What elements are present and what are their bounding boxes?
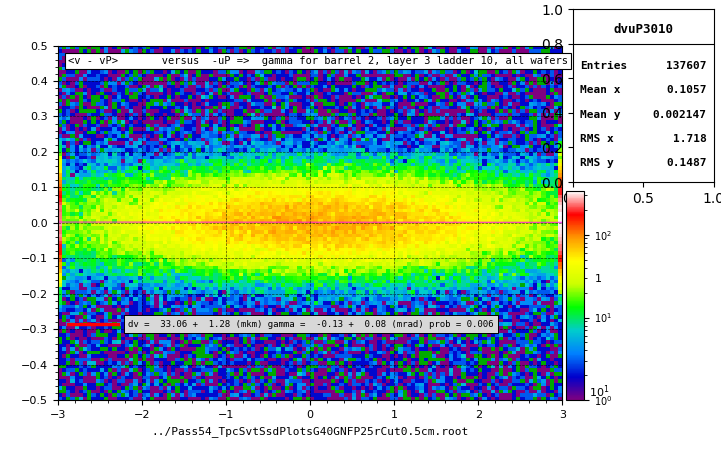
Text: 0.002147: 0.002147: [653, 110, 707, 120]
Text: <v - vP>       versus  -uP =>  gamma for barrel 2, layer 3 ladder 10, all wafers: <v - vP> versus -uP => gamma for barrel …: [68, 56, 567, 66]
Text: Mean y: Mean y: [580, 110, 621, 120]
Text: 0.1487: 0.1487: [666, 158, 707, 168]
Text: Entries: Entries: [580, 61, 627, 71]
Text: 10$^1$: 10$^1$: [590, 384, 610, 400]
Text: RMS y: RMS y: [580, 158, 614, 168]
Text: 0.1057: 0.1057: [666, 86, 707, 96]
Text: RMS x: RMS x: [580, 134, 614, 144]
Text: 1: 1: [595, 274, 602, 284]
Text: 1.718: 1.718: [673, 134, 707, 144]
Text: dvuP3010: dvuP3010: [614, 23, 673, 36]
X-axis label: ../Pass54_TpcSvtSsdPlotsG40GNFP25rCut0.5cm.root: ../Pass54_TpcSvtSsdPlotsG40GNFP25rCut0.5…: [151, 426, 469, 437]
Text: dv =  33.06 +  1.28 (mkm) gamma =  -0.13 +  0.08 (mrad) prob = 0.006: dv = 33.06 + 1.28 (mkm) gamma = -0.13 + …: [128, 319, 494, 329]
Text: Mean x: Mean x: [580, 86, 621, 96]
Text: 137607: 137607: [666, 61, 707, 71]
